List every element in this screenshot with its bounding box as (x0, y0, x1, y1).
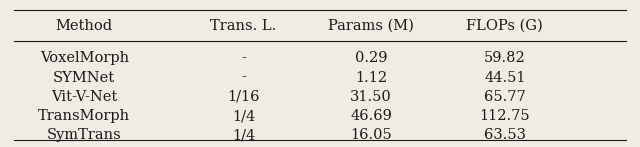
Text: 16.05: 16.05 (350, 128, 392, 142)
Text: 1/16: 1/16 (227, 90, 260, 104)
Text: 65.77: 65.77 (484, 90, 525, 104)
Text: 59.82: 59.82 (484, 51, 525, 65)
Text: -: - (241, 71, 246, 85)
Text: 1.12: 1.12 (355, 71, 387, 85)
Text: Params (M): Params (M) (328, 19, 414, 32)
Text: TransMorph: TransMorph (38, 109, 131, 123)
Text: 1/4: 1/4 (232, 109, 255, 123)
Text: SYMNet: SYMNet (53, 71, 115, 85)
Text: Trans. L.: Trans. L. (211, 19, 276, 32)
Text: Vit-V-Net: Vit-V-Net (51, 90, 117, 104)
Text: 63.53: 63.53 (484, 128, 526, 142)
Text: -: - (241, 51, 246, 65)
Text: 44.51: 44.51 (484, 71, 525, 85)
Text: 112.75: 112.75 (479, 109, 530, 123)
Text: FLOPs (G): FLOPs (G) (467, 19, 543, 32)
Text: VoxelMorph: VoxelMorph (40, 51, 129, 65)
Text: 31.50: 31.50 (350, 90, 392, 104)
Text: 1/4: 1/4 (232, 128, 255, 142)
Text: 46.69: 46.69 (350, 109, 392, 123)
Text: 0.29: 0.29 (355, 51, 387, 65)
Text: SymTrans: SymTrans (47, 128, 122, 142)
Text: Method: Method (56, 19, 113, 32)
